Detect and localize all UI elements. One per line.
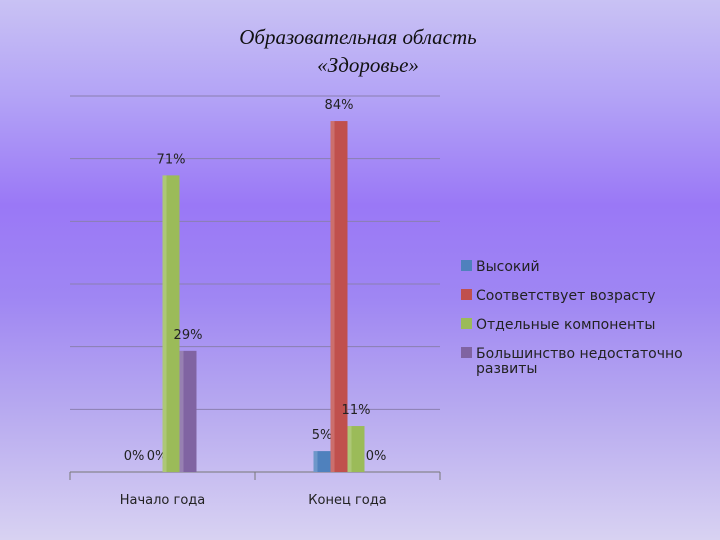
legend-label: Соответствует возрасту: [476, 288, 656, 304]
bar: [313, 451, 331, 472]
bar-highlight: [330, 121, 335, 473]
legend-swatch: [461, 260, 472, 271]
bar: [162, 175, 180, 472]
data-label: 0%: [366, 449, 387, 464]
bar-highlight: [162, 175, 167, 472]
bar-highlight: [179, 350, 184, 472]
legend-label: Большинство недостаточно развиты: [476, 346, 683, 377]
legend-swatch: [461, 318, 472, 329]
legend-swatch: [461, 347, 472, 358]
x-tick-label: Конец года: [308, 493, 386, 508]
legend-swatch: [461, 289, 472, 300]
bar: [347, 426, 365, 472]
data-label: 71%: [157, 152, 186, 167]
legend-label: Высокий: [476, 259, 540, 275]
chart-title-line2: «Здоровье»: [317, 53, 419, 77]
data-label: 29%: [174, 328, 203, 343]
data-label: 5%: [312, 428, 333, 443]
bar: [330, 121, 348, 473]
legend-label: Отдельные компоненты: [476, 317, 655, 333]
x-tick-label: Начало года: [120, 493, 206, 508]
data-label: 0%: [124, 449, 145, 464]
data-label: 0%: [147, 449, 168, 464]
bar-highlight: [313, 451, 318, 472]
bar: [179, 350, 197, 472]
data-label: 84%: [325, 98, 354, 113]
data-label: 11%: [342, 403, 371, 418]
chart-title-line1: Образовательная область: [239, 25, 477, 49]
bar-highlight: [347, 426, 352, 472]
